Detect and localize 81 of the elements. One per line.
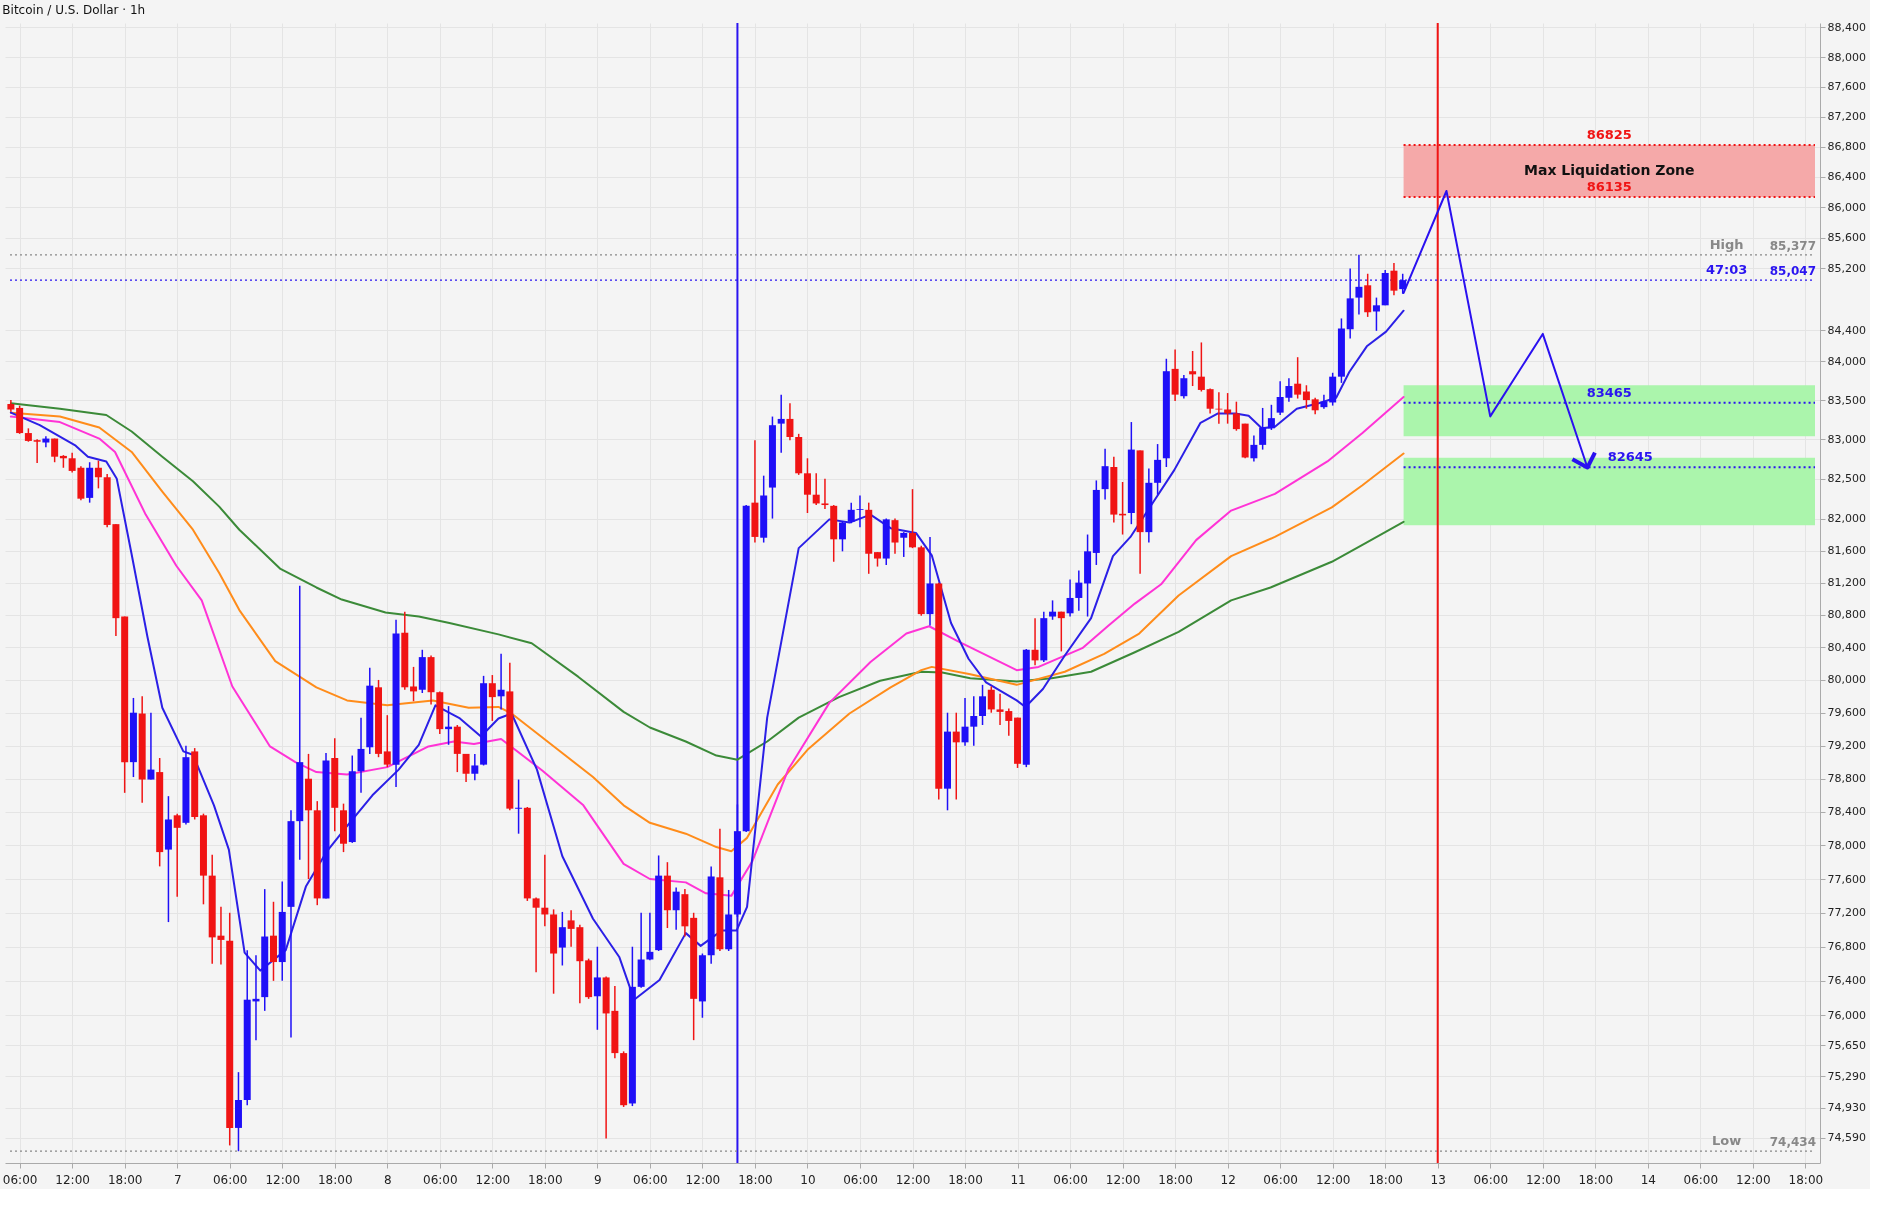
y-tick-label: 76,000 bbox=[1827, 1008, 1866, 1022]
x-tick-label: 12:00 bbox=[475, 1172, 511, 1187]
band-label: Max Liquidation Zone bbox=[1524, 161, 1695, 178]
x-tick-label: 14 bbox=[1640, 1172, 1656, 1187]
x-tick-label: 06:00 bbox=[2, 1172, 38, 1187]
x-tick-label: 18:00 bbox=[107, 1172, 143, 1187]
x-tick-label: 06:00 bbox=[423, 1172, 458, 1187]
x-tick-label: 11 bbox=[1010, 1172, 1026, 1187]
y-tick-label: 81,600 bbox=[1827, 544, 1866, 558]
annotation: 47:03 bbox=[1705, 262, 1748, 278]
annotation: 82645 bbox=[1607, 449, 1653, 465]
y-tick-label: 74,590 bbox=[1827, 1131, 1866, 1145]
y-tick-label: 77,200 bbox=[1827, 906, 1866, 920]
x-tick-label: 12:00 bbox=[1525, 1172, 1561, 1187]
annotation: High bbox=[1709, 236, 1744, 252]
y-tick-label: 82,000 bbox=[1827, 512, 1866, 526]
x-tick-label: 06:00 bbox=[212, 1172, 248, 1187]
y-tick-label: 85,200 bbox=[1827, 261, 1866, 275]
x-tick-label: 13 bbox=[1430, 1172, 1446, 1187]
x-tick-label: 12:00 bbox=[895, 1172, 931, 1187]
y-tick-label: 83,000 bbox=[1827, 432, 1866, 446]
x-tick-label: 18:00 bbox=[528, 1172, 563, 1187]
x-tick-label: 10 bbox=[800, 1172, 816, 1187]
x-tick-label: 06:00 bbox=[1053, 1172, 1088, 1187]
annotation: Low bbox=[1711, 1133, 1742, 1149]
y-tick-label: 86,800 bbox=[1827, 140, 1866, 154]
x-tick-label: 12:00 bbox=[1105, 1172, 1141, 1187]
y-tick-label: 75,650 bbox=[1827, 1038, 1866, 1052]
x-tick-label: 18:00 bbox=[1578, 1172, 1614, 1187]
y-tick-label: 81,200 bbox=[1827, 576, 1866, 590]
y-tick-label: 77,600 bbox=[1827, 872, 1866, 886]
x-tick-label: 18:00 bbox=[948, 1172, 983, 1187]
x-tick-label: 06:00 bbox=[1263, 1172, 1298, 1187]
annotation: 86135 bbox=[1586, 179, 1632, 195]
x-tick-label: 18:00 bbox=[317, 1172, 353, 1187]
x-tick-label: 7 bbox=[173, 1172, 182, 1187]
y-tick-label: 87,600 bbox=[1827, 80, 1866, 94]
x-tick-label: 18:00 bbox=[738, 1172, 773, 1187]
x-tick-label: 18:00 bbox=[1158, 1172, 1193, 1187]
y-tick-label: 80,000 bbox=[1827, 673, 1866, 687]
annotation: 83465 bbox=[1586, 384, 1632, 400]
y-tick-label: 88,400 bbox=[1827, 20, 1866, 34]
x-tick-label: 18:00 bbox=[1788, 1172, 1824, 1187]
x-tick-label: 8 bbox=[383, 1172, 392, 1187]
x-tick-label: 12:00 bbox=[265, 1172, 301, 1187]
y-tick-label: 88,000 bbox=[1827, 50, 1866, 64]
y-tick-label: 78,800 bbox=[1827, 772, 1866, 786]
y-tick-label: 85,600 bbox=[1827, 231, 1866, 245]
x-tick-label: 06:00 bbox=[843, 1172, 878, 1187]
ref-line-label: 74,434 bbox=[1769, 1135, 1816, 1150]
x-tick-label: 12:00 bbox=[1315, 1172, 1351, 1187]
x-tick-label: 06:00 bbox=[1683, 1172, 1719, 1187]
y-tick-label: 87,200 bbox=[1827, 110, 1866, 124]
y-tick-label: 79,200 bbox=[1827, 739, 1866, 753]
ref-line-label: 85,047 bbox=[1769, 264, 1816, 279]
y-tick-label: 75,290 bbox=[1827, 1070, 1866, 1083]
y-tick-label: 78,000 bbox=[1827, 838, 1866, 852]
y-tick-label: 83,500 bbox=[1827, 393, 1866, 407]
x-tick-label: 12 bbox=[1220, 1172, 1236, 1187]
x-tick-label: 12:00 bbox=[1736, 1172, 1771, 1187]
y-tick-label: 80,800 bbox=[1827, 608, 1866, 622]
x-tick-label: 18:00 bbox=[1368, 1172, 1403, 1187]
y-tick-label: 78,400 bbox=[1827, 805, 1866, 819]
y-tick-label: 74,930 bbox=[1827, 1101, 1866, 1115]
y-tick-label: 79,600 bbox=[1827, 706, 1866, 720]
y-tick-label: 84,400 bbox=[1827, 323, 1866, 337]
x-tick-label: 06:00 bbox=[1473, 1172, 1509, 1187]
x-tick-label: 12:00 bbox=[685, 1172, 721, 1187]
y-tick-label: 86,400 bbox=[1827, 170, 1866, 184]
y-tick-label: 80,400 bbox=[1827, 640, 1866, 654]
chart-title: Bitcoin / U.S. Dollar · 1h bbox=[2, 3, 146, 18]
ref-line-label: 85,377 bbox=[1769, 238, 1816, 253]
x-tick-label: 9 bbox=[594, 1172, 602, 1187]
x-tick-label: 12:00 bbox=[55, 1172, 90, 1187]
y-tick-label: 82,500 bbox=[1827, 472, 1866, 486]
x-tick-label: 06:00 bbox=[633, 1172, 668, 1187]
y-tick-label: 86,000 bbox=[1827, 200, 1866, 214]
annotation: 86825 bbox=[1586, 126, 1632, 142]
y-tick-label: 76,400 bbox=[1827, 974, 1866, 988]
y-tick-label: 76,800 bbox=[1827, 940, 1866, 954]
y-tick-label: 84,000 bbox=[1827, 354, 1866, 368]
